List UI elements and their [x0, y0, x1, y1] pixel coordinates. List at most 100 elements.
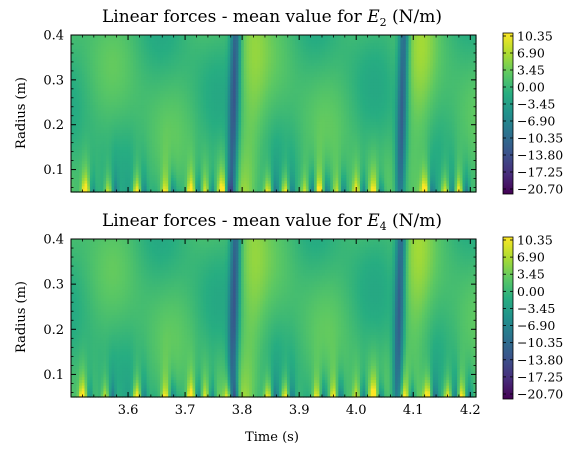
heatmap-cell [276, 49, 280, 53]
heatmap-cell [168, 74, 172, 78]
heatmap-cell [354, 51, 358, 56]
heatmap-cell [222, 68, 226, 73]
heatmap-cell [95, 60, 99, 64]
heatmap-cell [411, 54, 415, 59]
heatmap-cell [89, 35, 94, 39]
heatmap-cell [403, 65, 407, 70]
heatmap-cell [165, 65, 169, 70]
heatmap-cell [249, 49, 253, 53]
heatmap-cell [165, 79, 169, 84]
heatmap-cell [71, 82, 75, 87]
heatmap-cell [249, 74, 253, 78]
heatmap-cell [392, 43, 396, 47]
heatmap-cell [257, 63, 261, 67]
heatmap-cell [327, 46, 331, 50]
heatmap-cell [224, 37, 229, 42]
heatmap-cell [438, 68, 442, 73]
heatmap-cell [211, 54, 215, 59]
heatmap-cell [197, 79, 202, 84]
heatmap-cell [106, 74, 110, 78]
heatmap-cell [438, 60, 442, 64]
heatmap-cell [408, 77, 412, 81]
heatmap-cell [143, 54, 148, 59]
heatmap-cell [278, 74, 283, 78]
heatmap-cell [351, 65, 356, 70]
heatmap-cell [238, 71, 242, 75]
heatmap-cell [378, 35, 383, 39]
heatmap-cell [98, 49, 102, 53]
heatmap-cell [165, 85, 169, 89]
heatmap-cell [76, 37, 80, 42]
heatmap-cell [316, 37, 320, 42]
heatmap-cell [354, 85, 358, 89]
heatmap-cell [422, 68, 426, 73]
heatmap-cell [381, 74, 385, 78]
heatmap-cell [152, 49, 156, 53]
heatmap-cell [335, 77, 339, 81]
heatmap-cell [351, 85, 356, 89]
heatmap-cell [395, 49, 399, 53]
heatmap-cell [111, 63, 115, 67]
heatmap-cell [184, 79, 188, 84]
heatmap-cell [343, 54, 347, 59]
heatmap-cell [127, 46, 131, 50]
heatmap-cell [251, 60, 256, 64]
heatmap-cell [289, 82, 293, 87]
heatmap-cell [108, 63, 113, 67]
heatmap-cell [335, 49, 339, 53]
heatmap-cell [235, 40, 239, 45]
heatmap-cell [335, 46, 339, 50]
heatmap-cell [416, 74, 420, 78]
heatmap-cell [422, 46, 426, 50]
heatmap-cell [135, 63, 140, 67]
heatmap-cell [157, 43, 161, 47]
heatmap-cell [373, 74, 377, 78]
heatmap-cell [230, 65, 234, 70]
heatmap-cell [251, 82, 256, 87]
heatmap-cell [233, 60, 237, 64]
heatmap-cell [384, 37, 388, 42]
heatmap-cell [241, 43, 245, 47]
heatmap-cell [103, 46, 107, 50]
heatmap-cell [300, 63, 304, 67]
heatmap-cell [384, 57, 388, 61]
heatmap-cell [135, 65, 140, 70]
heatmap-cell [146, 63, 150, 67]
heatmap-cell [219, 43, 223, 47]
heatmap-cell [470, 82, 474, 87]
heatmap-cell [192, 57, 196, 61]
heatmap-cell [395, 43, 399, 47]
heatmap-cell [116, 46, 121, 50]
heatmap-cell [84, 35, 88, 39]
heatmap-cell [314, 82, 318, 87]
heatmap-cell [400, 74, 404, 78]
heatmap-cell [341, 60, 345, 64]
heatmap-cell [413, 79, 418, 84]
heatmap-cell [346, 43, 350, 47]
heatmap-cell [206, 43, 210, 47]
heatmap-cell [189, 71, 194, 75]
heatmap-cell [216, 77, 221, 81]
heatmap-cell [303, 79, 307, 84]
heatmap-cell [446, 54, 450, 59]
heatmap-cell [354, 57, 358, 61]
heatmap-cell [157, 54, 161, 59]
heatmap-cell [103, 77, 107, 81]
heatmap-cell [395, 63, 399, 67]
heatmap-cell [465, 74, 469, 78]
heatmap-cell [203, 82, 207, 87]
heatmap-cell [257, 68, 261, 73]
heatmap-cell [89, 46, 94, 50]
heatmap-cell [152, 46, 156, 50]
heatmap-cell [292, 57, 296, 61]
heatmap-cell [197, 74, 202, 78]
heatmap-cell [343, 85, 347, 89]
heatmap-cell [81, 85, 86, 89]
heatmap-cell [203, 51, 207, 56]
heatmap-cell [127, 37, 131, 42]
heatmap-cell [122, 68, 126, 73]
heatmap-cell [81, 63, 86, 67]
heatmap-cell [276, 68, 280, 73]
heatmap-cell [370, 60, 374, 64]
heatmap-cell [292, 35, 296, 39]
